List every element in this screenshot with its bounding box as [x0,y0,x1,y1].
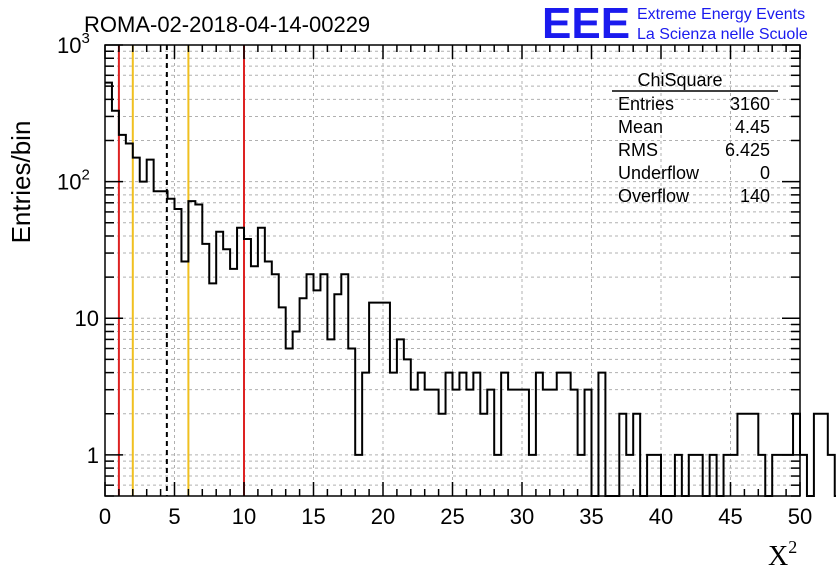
stats-box: ChiSquare Entries 3160 Mean 4.45 RMS 6.425 Und… [612,70,778,206]
x-axis-label-main: X [768,541,788,572]
y-tick-label: 10 [75,306,99,331]
y-tick-label: 102 [57,167,90,195]
eee-logo-line2: La Scienza nelle Scuole [637,26,808,43]
stats-value: 0 [760,163,770,183]
x-tick-label: 15 [301,504,325,529]
stats-label: Mean [618,117,663,137]
x-tick-label: 30 [510,504,534,529]
y-tick-label: 1 [87,443,99,468]
stats-label: Overflow [618,186,690,206]
x-tick-label: 35 [579,504,603,529]
stats-value: 6.425 [725,140,770,160]
x-tick-label: 20 [371,504,395,529]
x-tick-label: 25 [440,504,464,529]
stats-value: 4.45 [735,117,770,137]
x-tick-label: 10 [232,504,256,529]
stats-value: 3160 [730,94,770,114]
x-tick-label: 0 [99,504,111,529]
stats-label: RMS [618,140,658,160]
x-tick-label: 45 [718,504,742,529]
histogram-series [105,81,836,497]
y-axis-label: Entries/bin [6,121,36,244]
tick-labels: 0 5 10 15 20 25 30 35 40 45 50 1 10 102 103 [57,30,812,529]
x-axis-label-sup: 2 [788,537,797,557]
stats-title: ChiSquare [637,70,722,90]
stats-value: 140 [740,186,770,206]
x-tick-label: 5 [168,504,180,529]
histogram-line [105,81,836,497]
axes [104,44,801,497]
stats-label: Entries [618,94,674,114]
chart-title: ROMA-02-2018-04-14-00229 [84,12,370,37]
x-tick-label: 40 [649,504,673,529]
eee-logo-line1: Extreme Energy Events [637,6,805,23]
eee-logo-text: EEE [542,0,630,48]
stats-label: Underflow [618,163,700,183]
x-axis-label: X2 [768,537,797,572]
y-tick-label: 103 [57,30,90,58]
x-tick-label: 50 [788,504,812,529]
reference-lines [117,45,245,496]
eee-logo: EEE Extreme Energy Events La Scienza nel… [542,0,808,48]
grid [104,44,801,497]
